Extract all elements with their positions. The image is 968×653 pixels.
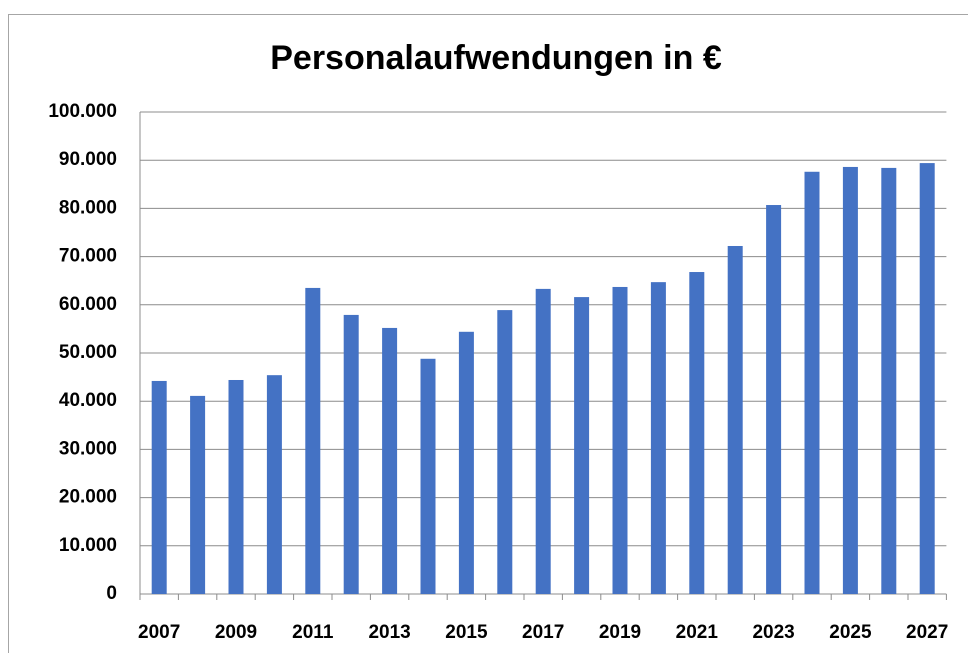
x-tick-label: 2021 — [676, 622, 719, 643]
x-tick-label: 2019 — [599, 622, 641, 643]
x-tick-label: 2023 — [752, 622, 794, 643]
x-tick-label: 2027 — [906, 622, 948, 643]
bar — [919, 163, 935, 595]
bar — [190, 395, 206, 594]
y-tick-label: 80.000 — [59, 197, 117, 218]
bar — [689, 272, 705, 594]
bar — [458, 331, 474, 594]
bar — [420, 358, 436, 594]
y-tick-label: 0 — [106, 583, 117, 604]
y-tick-label: 50.000 — [59, 342, 117, 363]
x-tick-label: 2013 — [368, 622, 410, 643]
bar — [650, 282, 666, 594]
bar — [228, 379, 244, 594]
bar — [842, 166, 858, 594]
x-tick-label: 2007 — [138, 622, 180, 643]
bar — [574, 297, 590, 594]
y-tick-label: 20.000 — [59, 487, 117, 508]
bar — [766, 205, 782, 594]
x-tick-label: 2011 — [292, 622, 334, 643]
bar — [266, 375, 282, 594]
y-tick-label: 10.000 — [59, 535, 117, 556]
bar — [382, 327, 398, 594]
y-tick-label: 60.000 — [59, 294, 117, 315]
chart-title: Personalaufwendungen in € — [270, 39, 722, 77]
y-tick-label: 70.000 — [59, 246, 117, 267]
bar — [151, 380, 167, 594]
bar — [535, 288, 551, 594]
bar — [497, 310, 513, 594]
y-tick-label: 100.000 — [48, 101, 117, 122]
bar — [343, 314, 359, 594]
x-tick-label: 2025 — [829, 622, 872, 643]
x-tick-label: 2015 — [445, 622, 488, 643]
bar — [727, 245, 743, 594]
bar — [612, 286, 628, 594]
x-tick-label: 2017 — [522, 622, 564, 643]
y-tick-label: 90.000 — [59, 149, 117, 170]
y-tick-label: 40.000 — [59, 390, 117, 411]
y-tick-label: 30.000 — [59, 438, 117, 459]
bar — [881, 167, 897, 595]
bar — [305, 287, 321, 594]
bar — [804, 171, 820, 594]
x-tick-label: 2009 — [215, 622, 257, 643]
